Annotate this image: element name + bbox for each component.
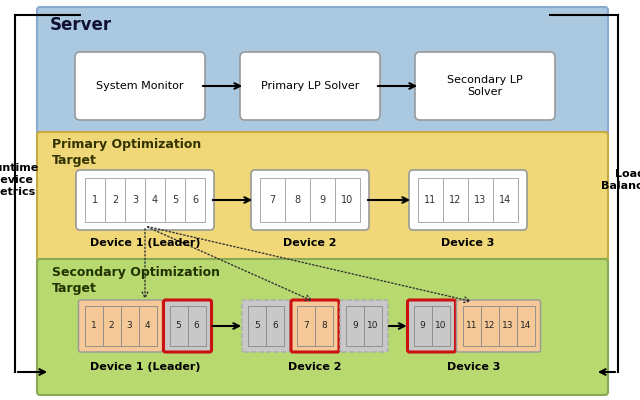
- Text: 4: 4: [152, 195, 158, 205]
- Text: 10: 10: [341, 195, 354, 205]
- Bar: [493, 178, 518, 222]
- Text: 3: 3: [127, 322, 132, 330]
- Bar: [188, 306, 205, 346]
- Text: Server: Server: [50, 16, 112, 34]
- Bar: [364, 306, 382, 346]
- FancyBboxPatch shape: [242, 300, 290, 352]
- Bar: [105, 178, 125, 222]
- Bar: [145, 178, 165, 222]
- FancyBboxPatch shape: [415, 52, 555, 120]
- Text: 6: 6: [272, 322, 278, 330]
- Bar: [310, 178, 335, 222]
- Text: 14: 14: [499, 195, 511, 205]
- Bar: [138, 306, 157, 346]
- Text: 6: 6: [192, 195, 198, 205]
- Bar: [248, 306, 266, 346]
- Text: Primary LP Solver: Primary LP Solver: [261, 81, 359, 91]
- Text: Device 3: Device 3: [447, 362, 500, 372]
- Bar: [315, 306, 333, 346]
- FancyBboxPatch shape: [75, 52, 205, 120]
- Text: 9: 9: [352, 322, 358, 330]
- Text: Device 3: Device 3: [442, 238, 495, 248]
- Text: 11: 11: [424, 195, 436, 205]
- Text: 9: 9: [319, 195, 326, 205]
- Bar: [170, 306, 188, 346]
- Text: 14: 14: [520, 322, 531, 330]
- Text: Secondary Optimization
Target: Secondary Optimization Target: [52, 266, 220, 295]
- Text: 3: 3: [132, 195, 138, 205]
- Text: Device 2: Device 2: [284, 238, 337, 248]
- Text: 9: 9: [420, 322, 426, 330]
- FancyBboxPatch shape: [163, 300, 211, 352]
- Bar: [85, 178, 105, 222]
- Text: Primary Optimization
Target: Primary Optimization Target: [52, 138, 201, 167]
- Text: 10: 10: [367, 322, 379, 330]
- Text: 1: 1: [92, 195, 98, 205]
- Text: 6: 6: [194, 322, 200, 330]
- FancyBboxPatch shape: [37, 259, 608, 395]
- Bar: [335, 178, 360, 222]
- Text: Secondary LP
Solver: Secondary LP Solver: [447, 75, 523, 97]
- Text: Device 2: Device 2: [288, 362, 342, 372]
- FancyBboxPatch shape: [79, 300, 163, 352]
- Bar: [185, 178, 205, 222]
- Text: 12: 12: [484, 322, 495, 330]
- FancyBboxPatch shape: [409, 170, 527, 230]
- Text: 13: 13: [502, 322, 513, 330]
- Text: Runtime
Device
Metrics: Runtime Device Metrics: [0, 163, 38, 196]
- FancyBboxPatch shape: [408, 300, 456, 352]
- Text: 11: 11: [466, 322, 477, 330]
- FancyBboxPatch shape: [37, 132, 608, 265]
- Bar: [516, 306, 534, 346]
- Bar: [102, 306, 120, 346]
- Bar: [418, 178, 443, 222]
- FancyBboxPatch shape: [76, 170, 214, 230]
- Bar: [443, 178, 468, 222]
- Bar: [260, 178, 285, 222]
- Text: 2: 2: [109, 322, 115, 330]
- FancyBboxPatch shape: [37, 7, 608, 138]
- Text: 7: 7: [269, 195, 276, 205]
- Bar: [125, 178, 145, 222]
- Text: 1: 1: [91, 322, 97, 330]
- Text: 13: 13: [474, 195, 486, 205]
- Bar: [297, 306, 315, 346]
- Bar: [285, 178, 310, 222]
- Bar: [499, 306, 516, 346]
- Bar: [266, 306, 284, 346]
- Text: 5: 5: [172, 195, 178, 205]
- FancyBboxPatch shape: [340, 300, 388, 352]
- FancyBboxPatch shape: [251, 170, 369, 230]
- Text: 5: 5: [254, 322, 260, 330]
- Text: 12: 12: [449, 195, 461, 205]
- Bar: [165, 178, 185, 222]
- Text: Load-
Balancing: Load- Balancing: [602, 169, 640, 191]
- Bar: [468, 178, 493, 222]
- Text: 8: 8: [294, 195, 301, 205]
- FancyBboxPatch shape: [240, 52, 380, 120]
- FancyBboxPatch shape: [291, 300, 339, 352]
- Bar: [431, 306, 449, 346]
- Bar: [346, 306, 364, 346]
- Bar: [413, 306, 431, 346]
- Bar: [120, 306, 138, 346]
- Text: 4: 4: [145, 322, 150, 330]
- Text: Device 1 (Leader): Device 1 (Leader): [90, 362, 200, 372]
- Text: 5: 5: [175, 322, 181, 330]
- Text: 8: 8: [321, 322, 327, 330]
- Bar: [84, 306, 102, 346]
- Text: Device 1 (Leader): Device 1 (Leader): [90, 238, 200, 248]
- Text: System Monitor: System Monitor: [96, 81, 184, 91]
- Bar: [481, 306, 499, 346]
- Text: 2: 2: [112, 195, 118, 205]
- FancyBboxPatch shape: [456, 300, 541, 352]
- Bar: [463, 306, 481, 346]
- Text: 10: 10: [435, 322, 446, 330]
- Text: 7: 7: [303, 322, 309, 330]
